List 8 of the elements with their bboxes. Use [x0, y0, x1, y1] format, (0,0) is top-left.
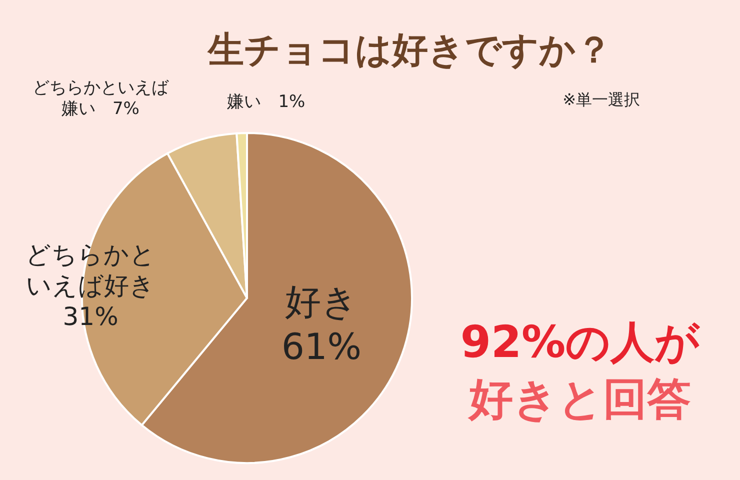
- slice-label: どちらかといえば嫌い 7%: [31, 78, 170, 120]
- slice-label: 好き: [285, 282, 358, 323]
- text: 好きと回答: [467, 373, 692, 427]
- text: ※単一選択: [562, 90, 640, 110]
- text: 92%の人が: [459, 316, 701, 370]
- slice-label: 嫌い 1%: [226, 92, 306, 114]
- data-label: 61%: [282, 326, 362, 368]
- chart-title: 生チョコは好きですか？: [206, 29, 613, 73]
